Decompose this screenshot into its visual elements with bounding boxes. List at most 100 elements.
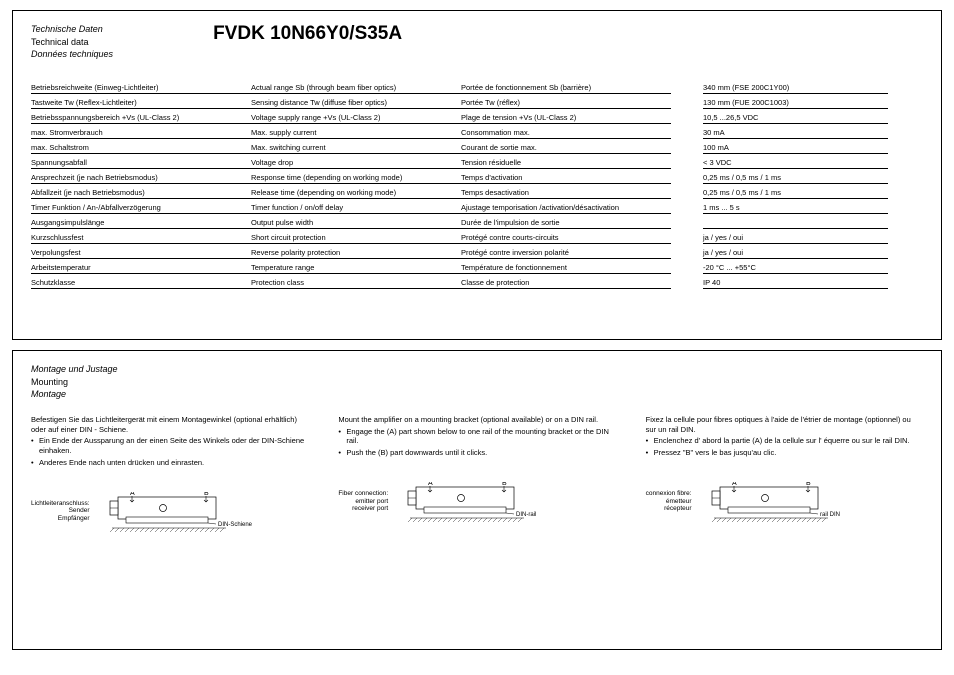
header-de: Technische Daten bbox=[31, 23, 113, 36]
spec-fr: Protégé contre courts-circuits bbox=[461, 233, 671, 244]
spec-de: Ausgangsimpulslänge bbox=[31, 218, 251, 229]
spec-en: Short circuit protection bbox=[251, 233, 461, 244]
mount-de-b1: Ein Ende der Aussparung an der einen Sei… bbox=[31, 436, 308, 456]
svg-text:DIN-Schiene: DIN-Schiene bbox=[218, 522, 253, 528]
mount-en-b1: Engage the (A) part shown below to one r… bbox=[338, 427, 615, 447]
spec-row: max. StromverbrauchMax. supply currentCo… bbox=[31, 124, 923, 139]
spec-row: KurzschlussfestShort circuit protectionP… bbox=[31, 229, 923, 244]
mounting-header: Montage und Justage Mounting Montage bbox=[31, 363, 923, 401]
mount-col-fr: Fixez la cellule pour fibres optiques à … bbox=[646, 415, 923, 540]
spec-val: 30 mA bbox=[703, 128, 888, 139]
mount-diagram-svg: ABDIN-Schiene bbox=[98, 492, 258, 540]
spec-fr: Classe de protection bbox=[461, 278, 671, 289]
spec-de: max. Stromverbrauch bbox=[31, 128, 251, 139]
spec-val: 0,25 ms / 0,5 ms / 1 ms bbox=[703, 173, 888, 184]
spec-val: < 3 VDC bbox=[703, 158, 888, 169]
spec-val: ja / yes / oui bbox=[703, 233, 888, 244]
spec-en: Protection class bbox=[251, 278, 461, 289]
spec-val: 0,25 ms / 0,5 ms / 1 ms bbox=[703, 188, 888, 199]
spec-fr: Temps d'activation bbox=[461, 173, 671, 184]
spec-en: Sensing distance Tw (diffuse fiber optic… bbox=[251, 98, 461, 109]
svg-text:A: A bbox=[732, 482, 737, 487]
dl-en-2: emitter port bbox=[338, 498, 388, 506]
spec-en: Release time (depending on working mode) bbox=[251, 188, 461, 199]
mount-de-p1: Befestigen Sie das Lichtleitergerät mit … bbox=[31, 415, 308, 435]
spec-fr: Température de fonctionnement bbox=[461, 263, 671, 274]
spec-row: SpannungsabfallVoltage dropTension résid… bbox=[31, 154, 923, 169]
spec-en: Reverse polarity protection bbox=[251, 248, 461, 259]
spec-row: Tastweite Tw (Reflex-Lichtleiter)Sensing… bbox=[31, 94, 923, 109]
header-row: Technische Daten Technical data Données … bbox=[31, 23, 923, 61]
spec-fr: Temps desactivation bbox=[461, 188, 671, 199]
spec-val: 130 mm (FUE 200C1003) bbox=[703, 98, 888, 109]
spec-de: Betriebsspannungsbereich +Vs (UL-Class 2… bbox=[31, 113, 251, 124]
spec-fr: Durée de l'impulsion de sortie bbox=[461, 218, 671, 229]
mount-diagram-svg: ABDIN-rail bbox=[396, 482, 556, 530]
svg-text:B: B bbox=[204, 492, 209, 497]
spec-fr: Consommation max. bbox=[461, 128, 671, 139]
diagram-de-labels: Lichtleiteranschluss: Sender Empfänger bbox=[31, 492, 90, 523]
spec-en: Max. switching current bbox=[251, 143, 461, 154]
diagram-de: Lichtleiteranschluss: Sender Empfänger A… bbox=[31, 492, 308, 540]
spec-val: -20 °C ... +55°C bbox=[703, 263, 888, 274]
spec-de: max. Schaltstrom bbox=[31, 143, 251, 154]
spec-val bbox=[703, 227, 888, 229]
technical-data-panel: Technische Daten Technical data Données … bbox=[12, 10, 942, 340]
spec-fr: Ajustage temporisation /activation/désac… bbox=[461, 203, 671, 214]
mount-fr-b1: Enclenchez d' abord la partie (A) de la … bbox=[646, 436, 923, 446]
dl-de-2: Sender bbox=[31, 507, 90, 515]
spec-de: Tastweite Tw (Reflex-Lichtleiter) bbox=[31, 98, 251, 109]
spec-row: ArbeitstemperaturTemperature rangeTempér… bbox=[31, 259, 923, 274]
spec-fr: Protégé contre inversion polarité bbox=[461, 248, 671, 259]
spec-fr: Portée Tw (réflex) bbox=[461, 98, 671, 109]
spec-en: Response time (depending on working mode… bbox=[251, 173, 461, 184]
spec-val: ja / yes / oui bbox=[703, 248, 888, 259]
spec-fr: Plage de tension +Vs (UL-Class 2) bbox=[461, 113, 671, 124]
diagram-en-labels: Fiber connection: emitter port receiver … bbox=[338, 482, 388, 513]
spec-val: 1 ms ... 5 s bbox=[703, 203, 888, 214]
spec-row: Timer Funktion / An-/AbfallverzögerungTi… bbox=[31, 199, 923, 214]
spec-en: Temperature range bbox=[251, 263, 461, 274]
dl-de-3: Empfänger bbox=[31, 515, 90, 523]
mount-fr-b2: Pressez "B" vers le bas jusqu'au clic. bbox=[646, 448, 923, 458]
mount-en-b2: Push the (B) part downwards until it cli… bbox=[338, 448, 615, 458]
spec-en: Output pulse width bbox=[251, 218, 461, 229]
spec-de: Schutzklasse bbox=[31, 278, 251, 289]
dl-fr-3: récepteur bbox=[646, 505, 692, 513]
spec-de: Kurzschlussfest bbox=[31, 233, 251, 244]
mounting-panel: Montage und Justage Mounting Montage Bef… bbox=[12, 350, 942, 650]
spec-row: Betriebsreichweite (Einweg-Lichtleiter)A… bbox=[31, 79, 923, 94]
spec-en: Actual range Sb (through beam fiber opti… bbox=[251, 83, 461, 94]
mount-header-en: Mounting bbox=[31, 376, 923, 389]
spec-val: IP 40 bbox=[703, 278, 888, 289]
header-fr: Données techniques bbox=[31, 48, 113, 61]
spec-table: Betriebsreichweite (Einweg-Lichtleiter)A… bbox=[31, 79, 923, 289]
spec-row: Abfallzeit (je nach Betriebsmodus)Releas… bbox=[31, 184, 923, 199]
spec-de: Timer Funktion / An-/Abfallverzögerung bbox=[31, 203, 251, 214]
spec-val: 10,5 ...26,5 VDC bbox=[703, 113, 888, 124]
dl-de-1: Lichtleiteranschluss: bbox=[31, 500, 90, 508]
spec-de: Spannungsabfall bbox=[31, 158, 251, 169]
mount-en-p1: Mount the amplifier on a mounting bracke… bbox=[338, 415, 615, 425]
mount-col-de: Befestigen Sie das Lichtleitergerät mit … bbox=[31, 415, 308, 540]
dl-fr-2: émetteur bbox=[646, 498, 692, 506]
svg-text:B: B bbox=[502, 482, 507, 487]
spec-row: VerpolungsfestReverse polarity protectio… bbox=[31, 244, 923, 259]
diagram-en: Fiber connection: emitter port receiver … bbox=[338, 482, 615, 530]
mount-header-de: Montage und Justage bbox=[31, 363, 923, 376]
spec-row: AusgangsimpulslängeOutput pulse widthDur… bbox=[31, 214, 923, 229]
diagram-fr-labels: connexion fibre: émetteur récepteur bbox=[646, 482, 692, 513]
dl-en-1: Fiber connection: bbox=[338, 490, 388, 498]
mount-fr-p1: Fixez la cellule pour fibres optiques à … bbox=[646, 415, 923, 435]
svg-text:A: A bbox=[428, 482, 433, 487]
spec-en: Max. supply current bbox=[251, 128, 461, 139]
spec-de: Verpolungsfest bbox=[31, 248, 251, 259]
product-title: FVDK 10N66Y0/S35A bbox=[213, 23, 402, 45]
header-en: Technical data bbox=[31, 36, 113, 49]
mount-col-en: Mount the amplifier on a mounting bracke… bbox=[338, 415, 615, 540]
spec-row: max. SchaltstromMax. switching currentCo… bbox=[31, 139, 923, 154]
spec-de: Abfallzeit (je nach Betriebsmodus) bbox=[31, 188, 251, 199]
spec-val: 100 mA bbox=[703, 143, 888, 154]
spec-row: Ansprechzeit (je nach Betriebsmodus)Resp… bbox=[31, 169, 923, 184]
dl-en-3: receiver port bbox=[338, 505, 388, 513]
